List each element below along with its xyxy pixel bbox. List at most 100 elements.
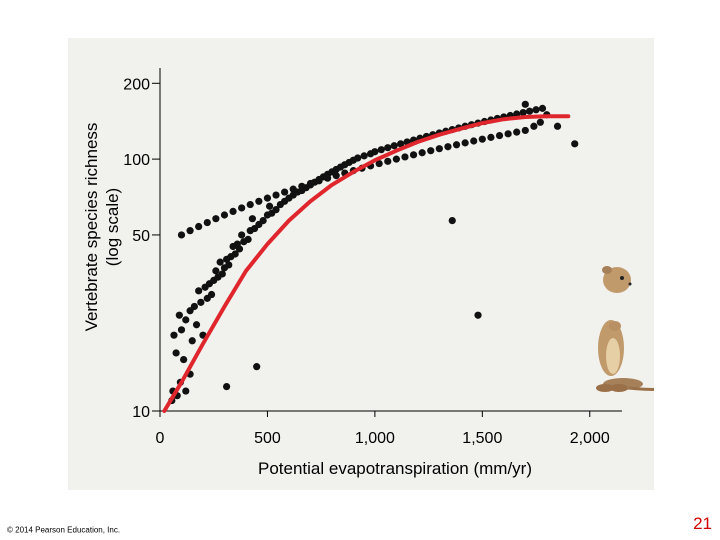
scatter-point [538, 104, 547, 112]
ground-squirrel-illustration [596, 266, 654, 392]
scatter-point [177, 326, 186, 334]
scatter-point [571, 140, 579, 148]
scatter-point [487, 133, 495, 141]
scatter-point [371, 148, 379, 156]
scatter-point [220, 211, 229, 219]
y-axis-title: Vertebrate species richness (log scale) [82, 123, 122, 332]
scatter-point [207, 290, 216, 299]
scatter-point [360, 152, 368, 160]
x-tick-label: 500 [254, 430, 281, 447]
scatter-point [170, 331, 178, 339]
scatter-point [306, 179, 315, 188]
scatter-point [272, 191, 280, 199]
scatter-point [377, 146, 385, 154]
scatter-point [177, 231, 186, 239]
scatter-point [289, 185, 297, 193]
scatter-point [281, 188, 289, 196]
scatter-point [532, 106, 540, 114]
scatter-point [332, 172, 340, 180]
scatter-point [182, 387, 190, 395]
scatter-point [229, 207, 237, 216]
scatter-point [231, 250, 239, 258]
scatter-point [195, 222, 203, 231]
copyright-notice: © 2014 Pearson Education, Inc. [7, 525, 121, 535]
scatter-point [392, 155, 400, 163]
y-tick-label: 100 [123, 152, 150, 169]
scatter-point [448, 217, 456, 225]
y-axis-title-line-2: (log scale) [103, 188, 122, 266]
scatter-point [444, 143, 452, 151]
scatter-point [216, 258, 224, 266]
scatter-point [244, 235, 252, 244]
scatter-point [186, 227, 194, 235]
scatter-point [212, 215, 220, 223]
scatter-point [203, 218, 211, 227]
scatter-point [212, 267, 220, 275]
y-tick-label: 200 [123, 76, 150, 93]
scatter-point [521, 100, 529, 108]
scatter-point [175, 311, 183, 319]
scatter-point [197, 298, 205, 306]
scatter-point [172, 349, 180, 357]
scatter-point [526, 107, 534, 115]
scatter-point [255, 197, 263, 205]
scatter-point [397, 140, 405, 148]
scatter-chart: Vertebrate species richness (log scale) … [82, 68, 654, 478]
scatter-point [188, 337, 196, 345]
scatter-layer [168, 100, 579, 405]
axis-layer: 10 50 100 200 0 500 1,000 1,500 2,000 [123, 68, 622, 447]
y-axis-title-line-1: Vertebrate species richness [82, 123, 101, 332]
scatter-point [354, 154, 362, 162]
scatter-point [298, 182, 306, 190]
x-tick-label: 1,000 [355, 430, 395, 447]
scatter-point [519, 108, 527, 117]
scatter-point [521, 126, 529, 135]
scatter-point [324, 174, 332, 182]
scatter-point [233, 240, 241, 248]
scatter-point [265, 202, 274, 210]
scatter-point [452, 141, 461, 149]
scatter-point [180, 355, 188, 364]
scatter-point [536, 118, 544, 126]
slide-number: 21 [693, 514, 712, 533]
x-tick-label: 2,000 [570, 430, 610, 447]
scatter-point [530, 122, 538, 130]
scatter-point [259, 217, 267, 225]
scatter-point [190, 302, 198, 311]
scatter-point [384, 144, 392, 152]
scatter-point [192, 321, 201, 329]
curve-layer [162, 114, 571, 413]
scatter-point [390, 142, 398, 150]
y-tick-label: 50 [132, 228, 150, 245]
scatter-point [246, 200, 254, 209]
scatter-point [409, 151, 418, 159]
scatter-point [315, 177, 323, 185]
scatter-point [218, 270, 226, 278]
scatter-point [182, 316, 190, 324]
scatter-point [470, 137, 478, 145]
scatter-point [384, 157, 392, 165]
scatter-point [263, 194, 272, 202]
scatter-point [504, 130, 512, 138]
scatter-point [253, 363, 261, 371]
scatter-point [461, 139, 469, 147]
scatter-point [495, 131, 504, 140]
scatter-point [272, 206, 280, 214]
scatter-point [225, 261, 233, 269]
scatter-point [195, 287, 203, 295]
figure-panel: Vertebrate species richness (log scale) … [68, 38, 654, 490]
scatter-point [248, 215, 256, 223]
scatter-point [238, 231, 246, 239]
scatter-point [435, 145, 443, 153]
scatter-point [418, 149, 426, 157]
x-axis-title: Potential evapotranspiration (mm/yr) [258, 459, 532, 478]
x-tick-label: 0 [156, 430, 165, 447]
scatter-point [553, 122, 562, 130]
scatter-point [238, 204, 246, 212]
scatter-point [478, 135, 486, 143]
scatter-point [513, 128, 521, 136]
scatter-point [401, 153, 409, 161]
scatter-point [474, 311, 482, 319]
scatter-point [375, 159, 383, 168]
scatter-point [223, 382, 231, 391]
